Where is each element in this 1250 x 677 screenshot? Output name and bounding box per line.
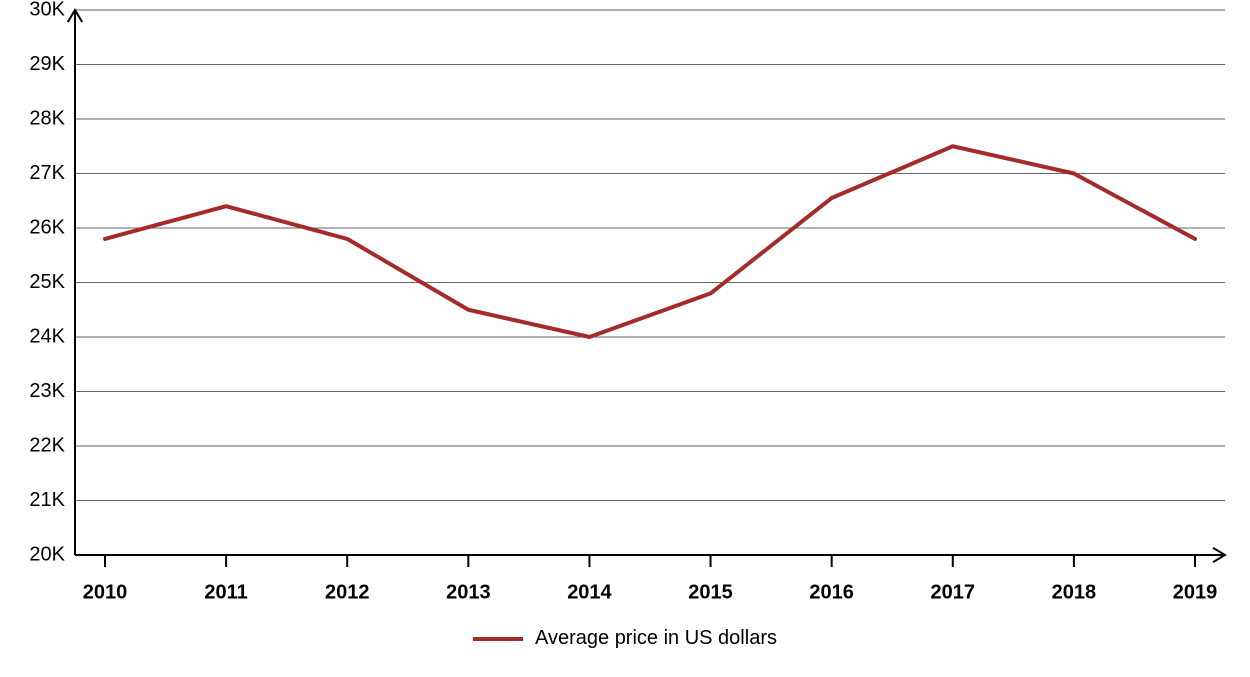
chart-svg: 20K 21K 22K 23K 24K 25K 26K 27K 28K 29K 30K 2010 201… <box>0 0 1250 677</box>
y-tick-label: 23K <box>29 380 65 402</box>
price-line-chart: 20K 21K 22K 23K 24K 25K 26K 27K 28K 29K 30K 2010 201… <box>0 0 1250 677</box>
y-tick-label: 21K <box>29 489 65 511</box>
y-tick-label: 30K <box>29 0 65 20</box>
y-tick-label: 22K <box>29 434 65 456</box>
x-tick-label: 2017 <box>931 581 976 603</box>
y-tick-label: 27K <box>29 162 65 184</box>
y-tick-label: 24K <box>29 325 65 347</box>
legend-label: Average price in US dollars <box>535 627 777 650</box>
x-tick-label: 2015 <box>688 581 733 603</box>
x-tick-label: 2010 <box>83 581 128 603</box>
y-tick-label: 20K <box>29 543 65 565</box>
x-tick-label: 2018 <box>1052 581 1097 603</box>
x-tick-label: 2014 <box>567 581 612 603</box>
legend-swatch <box>473 637 523 641</box>
y-tick-label: 29K <box>29 53 65 75</box>
y-tick-label: 26K <box>29 216 65 238</box>
chart-legend: Average price in US dollars <box>0 627 1250 650</box>
y-tick-label: 28K <box>29 107 65 129</box>
x-tick-label: 2016 <box>809 581 854 603</box>
y-tick-label: 25K <box>29 271 65 293</box>
x-tick-label: 2012 <box>325 581 370 603</box>
x-tick-label: 2011 <box>204 581 247 603</box>
x-tick-label: 2013 <box>446 581 491 603</box>
x-tick-label: 2019 <box>1173 581 1218 603</box>
